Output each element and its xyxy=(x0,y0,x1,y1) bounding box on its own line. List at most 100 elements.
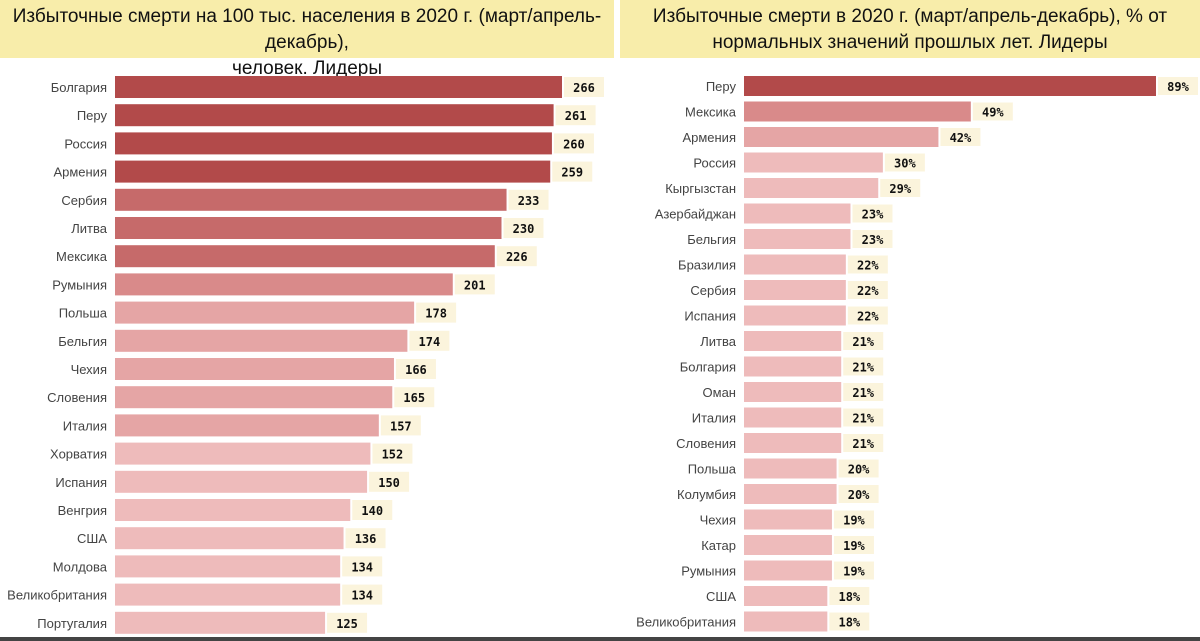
value-label: 18% xyxy=(838,590,860,604)
value-label-bg xyxy=(880,179,921,197)
value-label: 266 xyxy=(573,81,595,95)
value-label-bg xyxy=(852,230,893,248)
category-label: Мексика xyxy=(56,249,108,264)
bar xyxy=(115,188,507,211)
category-label: Армения xyxy=(53,165,107,180)
chart-title-line-2: человек. Лидеры xyxy=(232,58,382,79)
value-label: 261 xyxy=(565,109,587,123)
value-label-bg xyxy=(508,189,549,210)
category-label: Румыния xyxy=(52,277,107,292)
bar-row: Венгрия 140 xyxy=(58,499,393,521)
bar-row: Италия 21% xyxy=(692,407,884,428)
bar xyxy=(744,178,879,198)
bar-row: США 136 xyxy=(77,527,386,550)
value-label-bg xyxy=(327,612,368,633)
chart-panel-percent: Избыточные смерти в 2020 г. (март/апрель… xyxy=(620,0,1200,641)
value-label-bg xyxy=(847,281,888,299)
bar-row: Перу 89% xyxy=(706,76,1198,96)
value-label: 21% xyxy=(852,335,874,349)
category-label: Бельгия xyxy=(58,334,107,349)
value-label-bg xyxy=(552,161,593,182)
value-label: 19% xyxy=(843,539,865,553)
value-label: 21% xyxy=(852,361,874,375)
value-label: 20% xyxy=(848,488,870,502)
bar-row: Мексика 49% xyxy=(685,101,1013,122)
value-label: 49% xyxy=(982,106,1004,120)
bar-row: Португалия 125 xyxy=(37,611,368,634)
value-label: 29% xyxy=(889,182,911,196)
chart-panel-per-100k: Избыточные смерти на 100 тыс. населения … xyxy=(0,0,614,634)
bar xyxy=(744,611,828,632)
category-label: Италия xyxy=(63,418,107,433)
bar-chart-per-100k: Болгария 266 Перу 261 Россия 260 Армения 259 Сер… xyxy=(7,76,604,634)
bar-row: Польша 178 xyxy=(59,301,457,324)
bar-row: Польша 20% xyxy=(688,458,879,479)
chart-title-line-2: нормальных значений прошлых лет. Лидеры xyxy=(712,32,1108,53)
value-label-bg xyxy=(829,587,870,605)
category-label: Словения xyxy=(676,436,736,451)
value-label: 23% xyxy=(862,233,884,247)
value-label-bg xyxy=(847,255,888,274)
bar-row: Россия 30% xyxy=(693,152,925,173)
category-label: Сербия xyxy=(61,193,107,208)
bar xyxy=(115,555,341,578)
bar xyxy=(744,382,842,402)
value-label-bg xyxy=(345,528,386,549)
bar xyxy=(744,484,837,504)
bar xyxy=(744,305,846,326)
bar xyxy=(744,356,842,377)
value-label-bg xyxy=(555,105,596,126)
value-label: 226 xyxy=(506,250,528,264)
value-label: 259 xyxy=(561,166,583,180)
bar-row: Молдова 134 xyxy=(53,555,383,578)
value-label-bg xyxy=(884,153,925,172)
category-label: Оман xyxy=(703,385,736,400)
bar-row: Бразилия 22% xyxy=(678,254,888,275)
bar-row: Кыргызстан 29% xyxy=(665,178,921,198)
category-label: Словения xyxy=(47,390,107,405)
value-label: 125 xyxy=(336,617,358,631)
value-label-bg xyxy=(395,359,436,379)
bar xyxy=(115,442,371,465)
bar xyxy=(744,203,851,224)
category-label: Чехия xyxy=(700,513,736,528)
value-label-bg xyxy=(409,330,450,351)
bar-row: Великобритания 134 xyxy=(7,583,383,606)
category-label: Болгария xyxy=(680,360,736,375)
bar-row: Чехия 166 xyxy=(71,358,436,380)
value-label: 22% xyxy=(857,284,879,298)
value-label-bg xyxy=(369,471,410,492)
bar-row: Бельгия 23% xyxy=(687,229,893,249)
bar-row: Великобритания 18% xyxy=(636,611,870,632)
bar xyxy=(115,358,394,380)
value-label: 260 xyxy=(563,137,585,151)
category-label: Бразилия xyxy=(678,258,736,273)
value-label: 140 xyxy=(361,504,383,518)
value-label: 19% xyxy=(843,514,865,528)
value-label: 89% xyxy=(1167,80,1189,94)
bottom-rule xyxy=(0,637,1200,641)
bar-row: Армения 259 xyxy=(53,160,593,183)
value-label-bg xyxy=(342,584,383,605)
value-label-bg xyxy=(1158,77,1198,95)
category-label: Испания xyxy=(55,475,107,490)
panel-divider xyxy=(614,0,620,641)
chart-title-per-100k: Избыточные смерти на 100 тыс. населения … xyxy=(0,0,614,79)
bar xyxy=(115,414,379,437)
value-label: 230 xyxy=(513,222,535,236)
bar xyxy=(115,273,453,296)
category-label: Хорватия xyxy=(50,447,107,462)
bar xyxy=(115,470,368,493)
bar-row: Испания 150 xyxy=(55,470,410,493)
category-label: Азербайджан xyxy=(655,207,736,222)
chart-title-percent: Избыточные смерти в 2020 г. (март/апрель… xyxy=(620,0,1200,58)
bar-row: Литва 230 xyxy=(71,217,544,239)
category-label: Россия xyxy=(693,156,736,171)
bar xyxy=(115,160,551,183)
value-label: 150 xyxy=(378,476,400,490)
bar xyxy=(115,386,393,409)
value-label: 18% xyxy=(838,616,860,630)
value-label-bg xyxy=(852,204,893,223)
bar-row: Болгария 21% xyxy=(680,356,884,377)
category-label: Перу xyxy=(77,108,108,123)
